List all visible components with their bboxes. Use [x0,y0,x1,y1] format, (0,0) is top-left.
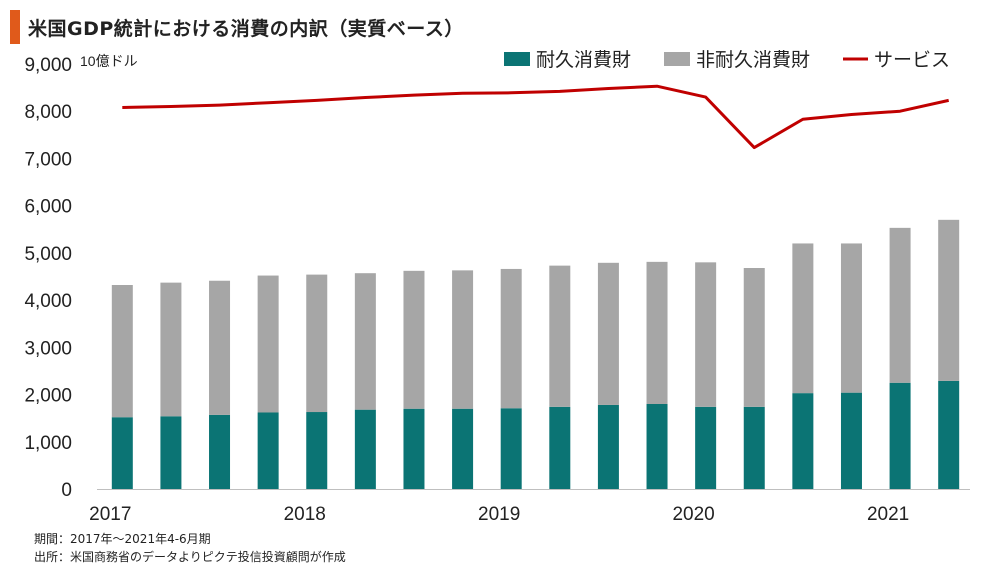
bar-nondurable-goods [792,243,814,394]
bar-nondurable-goods [500,268,522,409]
bar-durable-goods [938,380,960,489]
bar-durable-goods [209,414,231,489]
bar-durable-goods [695,406,717,489]
chart-title-bar: 米国GDP統計における消費の内訳（実質ベース） [10,10,464,44]
bar-nondurable-goods [840,243,862,393]
legend-swatch-nondurable [664,52,690,66]
x-tick-label: 2020 [672,504,714,525]
x-tick-label: 2017 [89,504,131,525]
y-tick-label: 0 [61,480,72,501]
bar-durable-goods [160,416,182,489]
bar-durable-goods [840,392,862,489]
bar-durable-goods [257,412,279,489]
bar-durable-goods [743,406,765,489]
y-tick-label: 1,000 [24,433,72,454]
bar-durable-goods [792,393,814,489]
bar-durable-goods [111,417,133,489]
y-tick-label: 5,000 [24,244,72,265]
period-note: 期間：2017年～2021年4-6月期 [34,532,211,546]
bar-nondurable-goods [354,273,376,410]
bar-nondurable-goods [160,282,182,417]
y-tick-label: 4,000 [24,291,72,312]
x-tick-label: 2021 [867,504,909,525]
bar-nondurable-goods [257,275,279,413]
bar-nondurable-goods [646,261,668,404]
bar-durable-goods [500,408,522,489]
bar-nondurable-goods [306,274,328,413]
y-tick-label: 8,000 [24,102,72,123]
title-accent-bar [10,10,20,44]
bar-durable-goods [306,412,328,489]
chart: 0 1,000 2,000 3,000 4,000 5,000 6,000 7,000 8,00… [24,49,970,525]
legend-swatch-durable [504,52,530,66]
bar-nondurable-goods [743,268,765,407]
legend-label-services: サービス [874,49,950,71]
bar-durable-goods [452,408,474,489]
bar-nondurable-goods [938,219,960,381]
legend-label-durable: 耐久消費財 [536,49,631,71]
bar-durable-goods [646,404,668,489]
bar-nondurable-goods [597,262,619,405]
y-tick-label: 9,000 [24,55,72,76]
bar-nondurable-goods [889,227,911,383]
bar-durable-goods [889,382,911,489]
y-tick-label: 7,000 [24,149,72,170]
unit-label: 10億ドル [80,53,138,69]
legend-label-nondurable: 非耐久消費財 [696,49,810,71]
source-note: 出所：米国商務省のデータよりピクテ投信投資顧問が作成 [34,550,346,564]
y-tick-label: 3,000 [24,338,72,359]
y-tick-label: 6,000 [24,197,72,218]
bar-durable-goods [403,408,425,489]
bar-nondurable-goods [209,280,231,415]
bar-durable-goods [597,404,619,489]
chart-title: 米国GDP統計における消費の内訳（実質ベース） [28,17,464,40]
line-services [122,84,950,150]
bar-nondurable-goods [403,270,425,409]
bar-nondurable-goods [549,265,571,407]
y-tick-label: 2,000 [24,386,72,407]
bar-durable-goods [354,409,376,489]
bar-nondurable-goods [452,270,474,409]
x-tick-label: 2019 [478,504,520,525]
bar-nondurable-goods [695,262,717,407]
bar-durable-goods [549,406,571,489]
bar-nondurable-goods [111,285,133,418]
x-tick-label: 2018 [284,504,326,525]
